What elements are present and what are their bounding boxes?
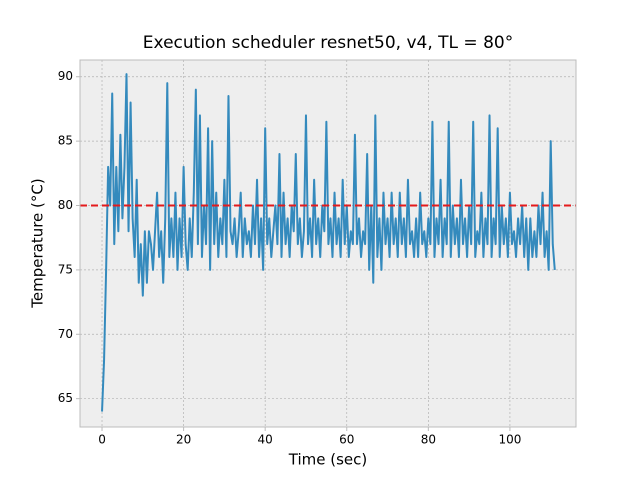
x-tick-label: 100: [498, 433, 521, 447]
grid: [80, 60, 576, 427]
y-tick-label: 85: [58, 134, 73, 148]
chart-title: Execution scheduler resnet50, v4, TL = 8…: [143, 33, 513, 53]
x-tick-label: 20: [176, 433, 191, 447]
x-tick-label: 80: [421, 433, 436, 447]
temperature-line: [101, 73, 556, 412]
y-tick-label: 80: [58, 198, 73, 212]
y-tick-label: 65: [58, 391, 73, 405]
y-tick-label: 75: [58, 262, 73, 276]
y-tick-label: 70: [58, 327, 73, 341]
x-axis-label: Time (sec): [288, 451, 367, 469]
plot-frame: [79, 59, 577, 428]
y-axis-label: Temperature (°C): [29, 178, 47, 308]
x-tick-label: 0: [98, 433, 106, 447]
y-tick-label: 90: [58, 69, 73, 83]
x-tick-label: 60: [339, 433, 354, 447]
x-tick-label: 40: [258, 433, 273, 447]
marks: [80, 73, 576, 412]
